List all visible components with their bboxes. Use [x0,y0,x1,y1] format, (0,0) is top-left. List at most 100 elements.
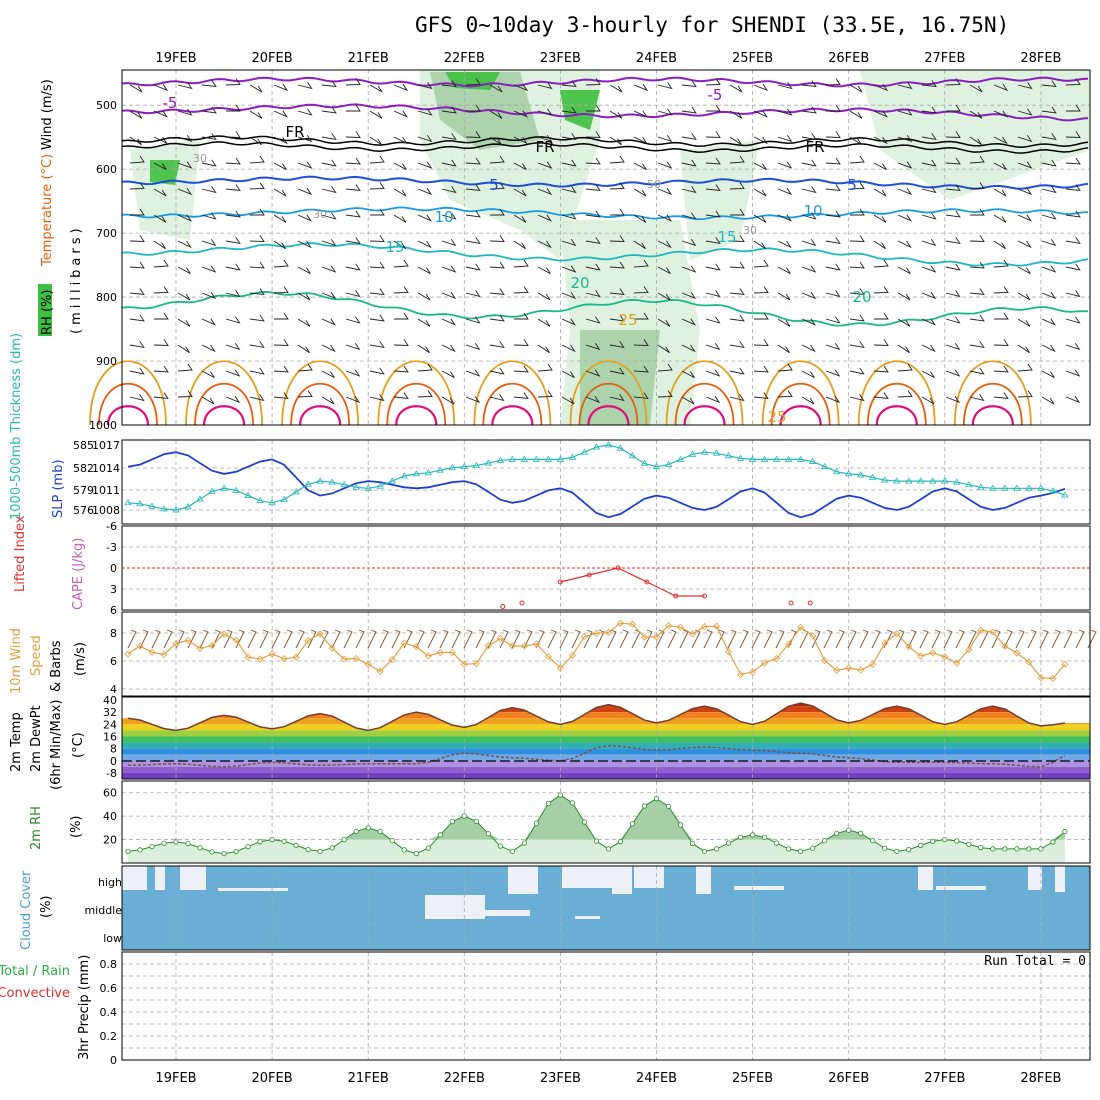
wind-point-10 [244,653,252,661]
tick-24: 24 [103,718,117,731]
surface-barb [727,629,737,649]
barb [825,343,841,351]
barb [897,292,911,301]
barb [1017,161,1033,169]
rh-point-18 [341,836,347,843]
barb [969,261,985,269]
wind-point-42 [628,620,637,628]
temperature-contours [89,76,1089,426]
barb [153,286,169,294]
wind-point-28 [460,660,468,668]
barb [273,339,289,346]
arch-2 [875,405,918,426]
barb [1041,291,1057,300]
wind-point-50 [725,648,733,656]
wind-point-55 [785,640,793,648]
barb [225,290,241,298]
barb [705,343,721,351]
barb [945,343,961,351]
barb [633,162,647,170]
barb [873,188,887,197]
barb [201,212,217,220]
barb [273,259,289,268]
barb [729,341,745,349]
surface-barb [247,629,257,649]
barb [249,110,263,119]
rh-point-12 [269,836,275,843]
barb [466,104,481,112]
barb [969,110,983,119]
barb [345,316,361,324]
bottom-date-9: 28FEB [1020,1071,1061,1086]
barb [417,82,433,90]
barb [177,161,193,169]
barb [657,108,673,116]
barb [441,344,456,353]
arch-1 [962,383,1023,426]
upper-ylabels: RH (%) Temperature (°C) Wind (m/s) (mill… [38,79,84,336]
wind-point-60 [845,664,853,672]
rh-point-31 [497,843,503,849]
arch-2 [587,405,630,426]
barb [417,344,430,354]
rh-point-6 [197,845,203,851]
barb [273,240,286,250]
barb [705,369,721,377]
barb [705,290,721,298]
temp-label-4: (°C) [71,732,86,758]
bottom-date-5: 24FEB [636,1071,677,1086]
barb [801,106,817,114]
surface-barb [235,629,245,649]
surface-barb [655,629,665,649]
barb [417,108,433,116]
barb [1017,214,1033,222]
barb [321,212,337,220]
barb [993,83,1009,92]
arch-1 [290,383,351,426]
temp-band-5 [122,730,1090,737]
barb [897,266,911,274]
li-point-7 [702,593,708,599]
li-point-0 [500,604,506,609]
barb [177,292,191,301]
barb [345,290,361,298]
barb [777,108,793,116]
cloud-label-1: Cloud Cover [19,870,34,950]
rh-point-69 [954,838,960,844]
barb [489,182,505,190]
barb [729,136,742,146]
barb [370,208,385,216]
barb [321,265,337,273]
barb [417,266,431,274]
barb [321,106,337,114]
top-date-1: 20FEB [252,51,293,66]
barb [321,370,335,378]
barb [393,162,407,170]
thickness-point-25 [424,469,432,476]
barb [513,136,528,145]
barb [705,210,721,218]
barb [321,291,337,300]
barb [753,83,769,92]
thickness-point-62 [869,473,877,480]
bottom-date-axis: 19FEB 20FEB 21FEB 22FEB 23FEB 24FEB 25FEB 26FEB… [155,1071,1061,1086]
arch-0 [569,360,648,426]
thickness-point-28 [460,462,469,470]
barb [249,235,265,242]
wind-point-69 [953,659,961,667]
barb [585,395,601,404]
rh-point-48 [701,848,708,854]
thickness-point-22 [388,477,396,484]
barb [369,235,385,242]
barb [705,184,721,192]
wind-point-6 [196,644,204,652]
rh-point-65 [906,846,912,853]
rh-point-26 [437,832,443,838]
wind-point-29 [472,660,480,668]
barb [297,187,313,196]
barb [993,110,1009,118]
barb [753,214,767,223]
wind-point-5 [184,636,192,644]
wind-point-54 [773,654,781,663]
barb [513,162,527,170]
